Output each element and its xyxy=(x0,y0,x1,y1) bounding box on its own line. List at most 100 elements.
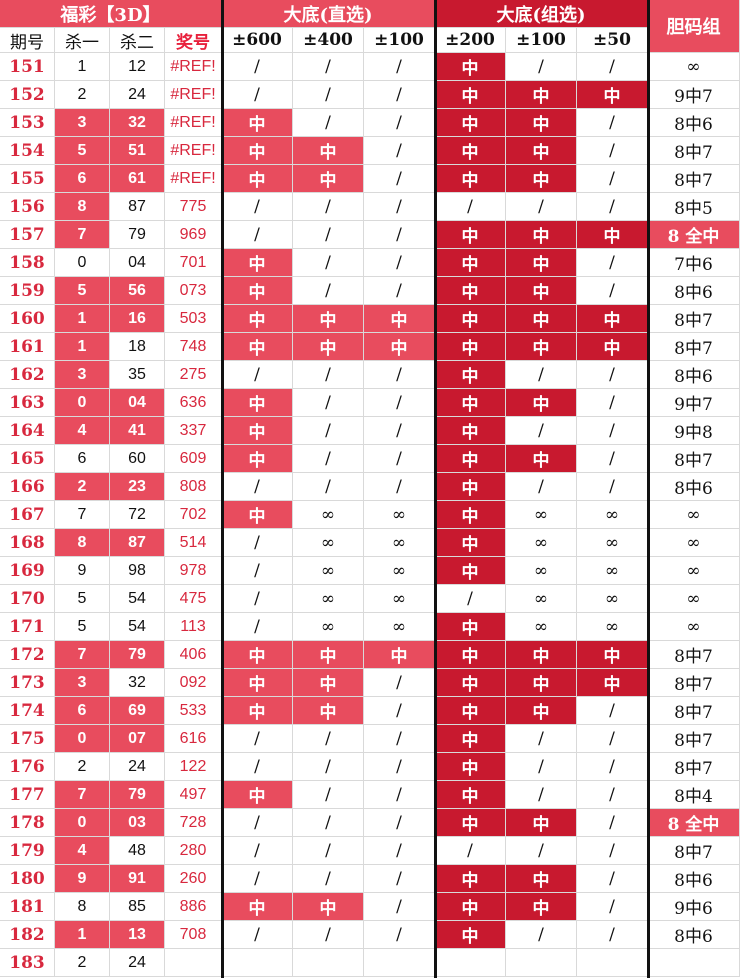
cell-d600: 中 xyxy=(222,165,293,193)
cell-c200: / xyxy=(435,837,506,865)
cell-c100: 中 xyxy=(506,333,577,361)
cell-d600: 中 xyxy=(222,249,293,277)
cell-d400: / xyxy=(293,809,364,837)
cell-d600: 中 xyxy=(222,277,293,305)
cell-d400: ∞ xyxy=(293,557,364,585)
cell-kill2: 04 xyxy=(110,249,165,277)
cell-c200: 中 xyxy=(435,249,506,277)
cell-issue: 151 xyxy=(0,53,55,81)
cell-kill1: 7 xyxy=(55,641,110,669)
cell-c50: 中 xyxy=(577,305,648,333)
cell-award: 886 xyxy=(165,893,222,921)
cell-c100: / xyxy=(506,781,577,809)
cell-dan: 8 全中 xyxy=(648,809,740,837)
cell-c50: / xyxy=(577,165,648,193)
cell-d400: / xyxy=(293,725,364,753)
cell-award xyxy=(165,949,222,977)
cell-d400: / xyxy=(293,277,364,305)
cell-c200: 中 xyxy=(435,809,506,837)
cell-dan: 8中7 xyxy=(648,333,740,361)
cell-dan: 7中6 xyxy=(648,249,740,277)
cell-c100: 中 xyxy=(506,137,577,165)
cell-c50: / xyxy=(577,193,648,221)
cell-d400: / xyxy=(293,53,364,81)
cell-c50: ∞ xyxy=(577,557,648,585)
cell-award: 122 xyxy=(165,753,222,781)
cell-d100: / xyxy=(364,697,435,725)
cell-d600: / xyxy=(222,529,293,557)
cell-issue: 167 xyxy=(0,501,55,529)
cell-c50: / xyxy=(577,809,648,837)
cell-c50: 中 xyxy=(577,669,648,697)
cell-kill2: 60 xyxy=(110,445,165,473)
cell-d100: / xyxy=(364,473,435,501)
cell-issue: 156 xyxy=(0,193,55,221)
cell-c100: ∞ xyxy=(506,557,577,585)
cell-c50: ∞ xyxy=(577,613,648,641)
cell-dan: 8中4 xyxy=(648,781,740,809)
cell-c100: / xyxy=(506,725,577,753)
cell-d600: / xyxy=(222,361,293,389)
cell-d400: / xyxy=(293,417,364,445)
cell-c50: / xyxy=(577,753,648,781)
cell-kill1: 6 xyxy=(55,165,110,193)
header-c100: ±100 xyxy=(506,28,577,53)
cell-d400: / xyxy=(293,81,364,109)
cell-d400: ∞ xyxy=(293,501,364,529)
cell-issue: 181 xyxy=(0,893,55,921)
cell-d100: / xyxy=(364,109,435,137)
cell-c200: 中 xyxy=(435,697,506,725)
cell-c200: 中 xyxy=(435,277,506,305)
cell-d600: / xyxy=(222,753,293,781)
cell-award: 406 xyxy=(165,641,222,669)
header-issue: 期号 xyxy=(0,28,55,53)
cell-d600: 中 xyxy=(222,445,293,473)
cell-issue: 153 xyxy=(0,109,55,137)
cell-kill1: 2 xyxy=(55,473,110,501)
cell-kill1: 8 xyxy=(55,893,110,921)
cell-award: 808 xyxy=(165,473,222,501)
cell-kill1: 8 xyxy=(55,193,110,221)
cell-c100: 中 xyxy=(506,445,577,473)
cell-dan: 8中6 xyxy=(648,921,740,949)
cell-c100: ∞ xyxy=(506,585,577,613)
column-separator xyxy=(221,0,224,978)
cell-c200: 中 xyxy=(435,389,506,417)
cell-d600: 中 xyxy=(222,389,293,417)
cell-d400: 中 xyxy=(293,137,364,165)
cell-c50: ∞ xyxy=(577,529,648,557)
cell-d600: 中 xyxy=(222,669,293,697)
cell-c200: 中 xyxy=(435,305,506,333)
cell-kill1: 9 xyxy=(55,865,110,893)
cell-issue: 182 xyxy=(0,921,55,949)
cell-c100: 中 xyxy=(506,669,577,697)
cell-kill2: 61 xyxy=(110,165,165,193)
cell-issue: 157 xyxy=(0,221,55,249)
cell-dan: ∞ xyxy=(648,585,740,613)
cell-award: 503 xyxy=(165,305,222,333)
cell-award: 073 xyxy=(165,277,222,305)
cell-kill2: 56 xyxy=(110,277,165,305)
cell-dan: ∞ xyxy=(648,613,740,641)
cell-c200: 中 xyxy=(435,165,506,193)
cell-kill2: 16 xyxy=(110,305,165,333)
cell-award: 708 xyxy=(165,921,222,949)
cell-kill2: 72 xyxy=(110,501,165,529)
cell-issue: 168 xyxy=(0,529,55,557)
cell-kill2: 03 xyxy=(110,809,165,837)
cell-kill1: 5 xyxy=(55,277,110,305)
cell-c200: 中 xyxy=(435,641,506,669)
cell-d100: / xyxy=(364,893,435,921)
cell-kill1: 2 xyxy=(55,753,110,781)
cell-issue: 172 xyxy=(0,641,55,669)
cell-d100: / xyxy=(364,445,435,473)
cell-c50: 中 xyxy=(577,641,648,669)
cell-kill2: 04 xyxy=(110,389,165,417)
cell-d100: / xyxy=(364,361,435,389)
cell-c200: 中 xyxy=(435,361,506,389)
cell-dan: 8中6 xyxy=(648,277,740,305)
cell-dan: 8中5 xyxy=(648,193,740,221)
cell-issue: 158 xyxy=(0,249,55,277)
header-group-direct: 大底(直选) xyxy=(222,0,435,28)
cell-c50: / xyxy=(577,137,648,165)
